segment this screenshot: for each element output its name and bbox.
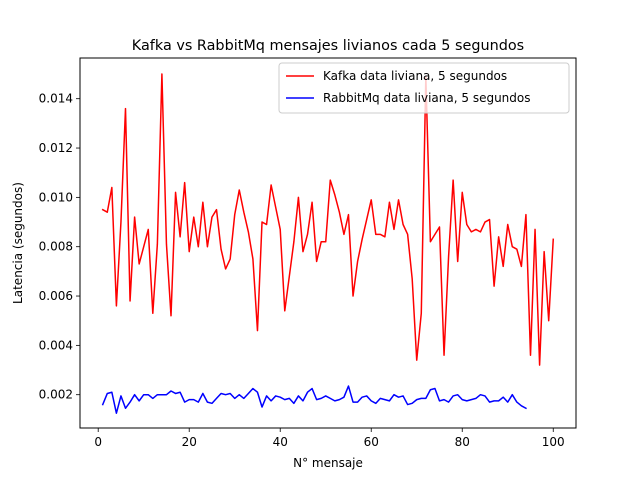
x-tick-label: 60: [364, 435, 379, 449]
axes-frame: [79, 57, 577, 429]
y-tick-label: 0.012: [39, 141, 73, 155]
legend-label-kafka: Kafka data liviana, 5 segundos: [323, 69, 507, 83]
y-tick-label: 0.006: [39, 289, 73, 303]
legend: Kafka data liviana, 5 segundos RabbitMq …: [278, 62, 570, 114]
y-tick-label: 0.014: [39, 92, 73, 106]
x-tick-label: 40: [273, 435, 288, 449]
x-axis-label: N° mensaje: [293, 456, 363, 470]
x-tick-label: 20: [182, 435, 197, 449]
y-axis-ticks: 0.002 0.004 0.006 0.008 0.010 0.012 0.014: [39, 92, 80, 402]
y-tick-label: 0.008: [39, 240, 73, 254]
y-tick-label: 0.004: [39, 338, 73, 352]
x-tick-label: 100: [542, 435, 565, 449]
y-tick-label: 0.002: [39, 388, 73, 402]
y-tick-label: 0.010: [39, 190, 73, 204]
chart-title: Kafka vs RabbitMq mensajes livianos cada…: [132, 38, 524, 54]
x-tick-label: 0: [94, 435, 102, 449]
series-line-rabbitmq: [101, 385, 527, 414]
x-axis-ticks: 0 20 40 60 80 100: [94, 428, 565, 449]
plot-series: [101, 73, 555, 414]
series-line-kafka: [101, 73, 555, 366]
x-tick-label: 80: [455, 435, 470, 449]
legend-label-rabbitmq: RabbitMq data liviana, 5 segundos: [323, 91, 531, 105]
legend-box: [278, 62, 570, 114]
y-axis-label: Latencia (segundos): [11, 182, 25, 304]
